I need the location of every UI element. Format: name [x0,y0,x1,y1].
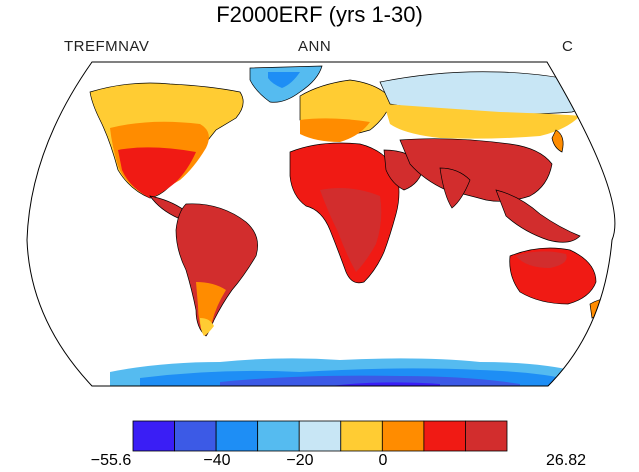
map-title: F2000ERF (yrs 1-30) [216,2,423,27]
greenland-core [268,72,300,88]
colorbar-swatch [340,420,383,452]
japan [551,129,564,153]
colorbar-max-label: 26.82 [545,452,587,469]
variable-label: TREFMNAV [64,38,150,55]
colorbar-min-label: −55.6 [90,452,132,469]
asia-mid [384,104,580,139]
colorbar-swatch [174,420,217,452]
colorbar-swatch [423,420,466,452]
india [439,167,471,209]
africa-central [320,188,382,272]
north-america-south [118,147,196,198]
colorbar-swatch [465,420,508,452]
colorbar-tick-label: −20 [286,452,314,469]
colorbar-swatch [132,420,175,452]
colorbar [132,420,508,452]
colorbar-swatch [298,420,342,452]
europe-south [300,118,370,142]
southeast-asia [495,189,581,243]
colorbar-tick-label: −40 [203,452,231,469]
australia-north [516,251,567,268]
colorbar-tick-label: 0 [378,452,388,469]
map-border [26,61,616,387]
period-label: ANN [298,38,332,55]
colorbar-swatch [215,420,259,452]
colorbar-swatch [381,420,425,452]
patagonia [200,318,214,336]
colorbar-swatch [257,420,300,452]
units-label: C [562,38,574,55]
antarctica-pole [330,382,440,386]
